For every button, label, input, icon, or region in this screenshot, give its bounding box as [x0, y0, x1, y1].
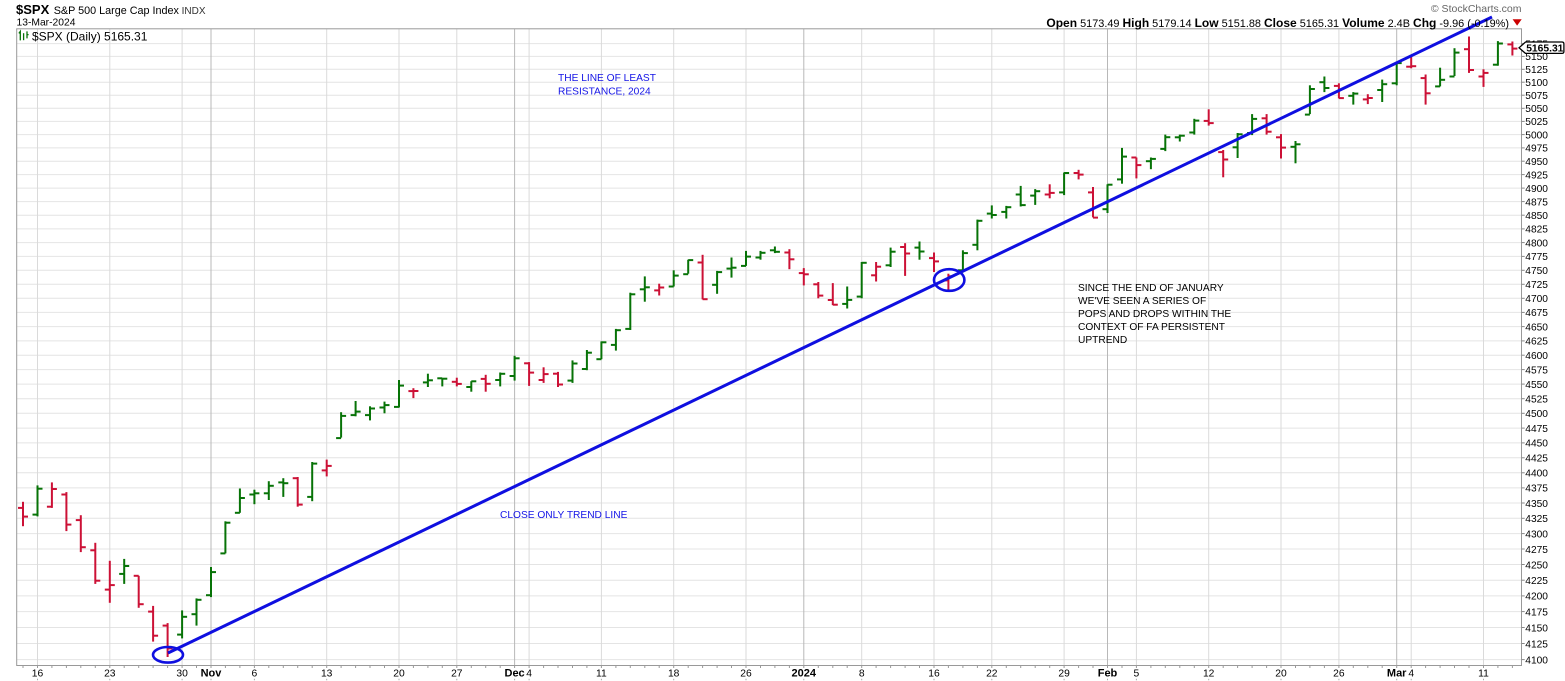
svg-text:16: 16: [32, 669, 44, 680]
svg-text:4575: 4575: [1525, 365, 1548, 376]
svg-text:4350: 4350: [1525, 499, 1548, 510]
svg-text:CONTEXT OF FA PERSISTENT: CONTEXT OF FA PERSISTENT: [1078, 322, 1225, 333]
svg-text:THE LINE OF LEAST: THE LINE OF LEAST: [558, 73, 656, 84]
svg-text:20: 20: [1275, 669, 1287, 680]
svg-text:4225: 4225: [1525, 576, 1548, 587]
svg-text:5000: 5000: [1525, 130, 1548, 141]
svg-text:4525: 4525: [1525, 395, 1548, 406]
svg-text:4325: 4325: [1525, 514, 1548, 525]
svg-text:4200: 4200: [1525, 592, 1548, 603]
svg-text:13-Mar-2024: 13-Mar-2024: [17, 18, 76, 29]
svg-text:30: 30: [176, 669, 188, 680]
svg-text:4850: 4850: [1525, 211, 1548, 222]
svg-text:4725: 4725: [1525, 280, 1548, 291]
svg-text:4: 4: [1408, 669, 1414, 680]
svg-text:4425: 4425: [1525, 454, 1548, 465]
svg-text:4925: 4925: [1525, 170, 1548, 181]
svg-text:2024: 2024: [792, 668, 817, 680]
svg-text:4625: 4625: [1525, 337, 1548, 348]
svg-text:4950: 4950: [1525, 157, 1548, 168]
svg-text:4150: 4150: [1525, 623, 1548, 634]
svg-text:© StockCharts.com: © StockCharts.com: [1431, 3, 1522, 15]
svg-text:4675: 4675: [1525, 308, 1548, 319]
svg-text:5100: 5100: [1525, 78, 1548, 89]
svg-text:$SPX: $SPX: [16, 2, 50, 17]
svg-text:20: 20: [393, 669, 405, 680]
svg-text:CLOSE ONLY TREND LINE: CLOSE ONLY TREND LINE: [500, 510, 628, 521]
svg-text:5: 5: [1134, 669, 1140, 680]
svg-text:Nov: Nov: [201, 668, 223, 680]
svg-text:Feb: Feb: [1098, 668, 1118, 680]
svg-text:5050: 5050: [1525, 104, 1548, 115]
svg-text:4450: 4450: [1525, 439, 1548, 450]
svg-text:$SPX (Daily) 5165.31: $SPX (Daily) 5165.31: [32, 29, 148, 43]
svg-text:11: 11: [596, 669, 607, 680]
svg-text:4875: 4875: [1525, 197, 1548, 208]
svg-text:4100: 4100: [1525, 655, 1548, 666]
svg-text:4775: 4775: [1525, 252, 1548, 263]
svg-text:Mar: Mar: [1387, 668, 1407, 680]
svg-text:5165.31: 5165.31: [1526, 43, 1563, 54]
svg-text:13: 13: [321, 669, 333, 680]
svg-text:12: 12: [1203, 669, 1215, 680]
svg-text:4700: 4700: [1525, 294, 1548, 305]
svg-text:4550: 4550: [1525, 380, 1548, 391]
svg-text:4475: 4475: [1525, 424, 1548, 435]
svg-text:5075: 5075: [1525, 91, 1548, 102]
svg-text:4: 4: [526, 669, 532, 680]
svg-text:27: 27: [451, 669, 463, 680]
svg-text:11: 11: [1478, 669, 1489, 680]
svg-text:4300: 4300: [1525, 529, 1548, 540]
svg-text:22: 22: [986, 669, 998, 680]
svg-text:26: 26: [1333, 669, 1345, 680]
svg-text:16: 16: [928, 669, 940, 680]
svg-text:UPTREND: UPTREND: [1078, 335, 1127, 346]
svg-text:4400: 4400: [1525, 469, 1548, 480]
svg-text:POPS AND DROPS WITHIN THE: POPS AND DROPS WITHIN THE: [1078, 309, 1231, 320]
svg-text:RESISTANCE, 2024: RESISTANCE, 2024: [558, 86, 651, 97]
svg-text:26: 26: [740, 669, 752, 680]
svg-text:S&P 500 Large Cap Index: S&P 500 Large Cap Index: [54, 5, 180, 17]
svg-text:6: 6: [252, 669, 258, 680]
svg-text:4275: 4275: [1525, 545, 1548, 556]
svg-text:18: 18: [668, 669, 680, 680]
svg-text:WE'VE SEEN A SERIES OF: WE'VE SEEN A SERIES OF: [1078, 296, 1206, 307]
svg-text:8: 8: [859, 669, 865, 680]
svg-text:4175: 4175: [1525, 607, 1548, 618]
svg-text:5150: 5150: [1525, 52, 1548, 63]
svg-text:29: 29: [1058, 669, 1070, 680]
svg-text:5025: 5025: [1525, 117, 1548, 128]
svg-text:4800: 4800: [1525, 238, 1548, 249]
svg-text:23: 23: [104, 669, 116, 680]
svg-text:4975: 4975: [1525, 144, 1548, 155]
svg-text:4600: 4600: [1525, 351, 1548, 362]
svg-text:4900: 4900: [1525, 184, 1548, 195]
svg-text:Open 5173.49 High 5179.14 Low: Open 5173.49 High 5179.14 Low 5151.88 Cl…: [1046, 16, 1509, 30]
svg-text:SINCE THE END OF JANUARY: SINCE THE END OF JANUARY: [1078, 283, 1224, 294]
svg-text:4500: 4500: [1525, 409, 1548, 420]
svg-text:4825: 4825: [1525, 225, 1548, 236]
svg-text:4750: 4750: [1525, 266, 1548, 277]
svg-text:5125: 5125: [1525, 65, 1548, 76]
svg-text:4250: 4250: [1525, 560, 1548, 571]
svg-text:INDX: INDX: [182, 6, 206, 17]
svg-text:Dec: Dec: [505, 668, 525, 680]
svg-text:4125: 4125: [1525, 639, 1548, 650]
svg-text:4650: 4650: [1525, 322, 1548, 333]
svg-text:4375: 4375: [1525, 484, 1548, 495]
